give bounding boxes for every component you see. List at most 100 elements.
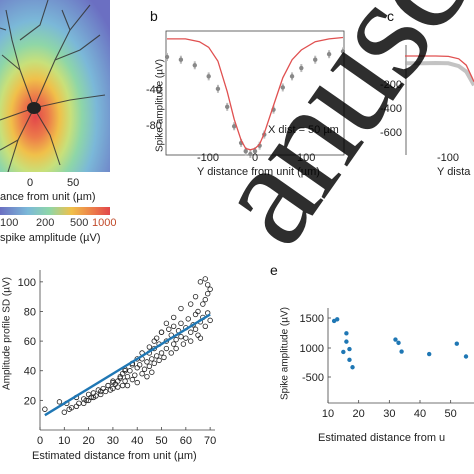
- panel-e-xtick-label: 30: [383, 408, 395, 420]
- panel-c-letter: c: [387, 8, 394, 24]
- panel-d-data-point: [149, 369, 155, 375]
- panel-d-data-point: [81, 400, 87, 407]
- panel-c-data-line: [405, 60, 474, 87]
- panel-e-data-point: [347, 346, 352, 352]
- panel-d-ytick-label: 100: [18, 277, 36, 289]
- colorbar-tick: 1000: [92, 217, 117, 229]
- panel-a-colorbar: [0, 207, 110, 215]
- panel-b-data-point: [252, 149, 258, 154]
- panel-b-chart: [165, 30, 345, 158]
- panel-d-data-point: [178, 333, 184, 340]
- neuron-dendrites: [0, 0, 106, 172]
- panel-d-data-point: [153, 353, 160, 359]
- panel-c-chart: [405, 45, 474, 155]
- panel-d-chart: 20 40 60 80 100 0 10 20 30 40 50 60 70: [18, 270, 216, 447]
- panel-e-xtick-label: 10: [322, 408, 334, 420]
- panel-d-data-point: [73, 403, 80, 409]
- panel-d-xtick-label: 30: [107, 435, 119, 447]
- panel-d-data-point: [202, 296, 208, 303]
- panel-e-ytick-label: 1500: [300, 313, 324, 325]
- panel-e-xtick-label: 20: [353, 408, 365, 420]
- panel-d-data-point: [187, 301, 194, 307]
- panel-d-data-point: [129, 376, 136, 383]
- colorbar-label: spike amplitude (µV): [0, 232, 101, 244]
- panel-d-xtick-label: 40: [131, 435, 143, 447]
- panel-c-xtick: -100: [437, 152, 460, 164]
- panel-d-data-point: [180, 341, 187, 347]
- panel-d-data-point: [187, 338, 194, 344]
- panel-d-data-point: [183, 335, 189, 341]
- panel-d-data-point: [178, 305, 184, 312]
- panel-d-data-point: [85, 391, 92, 398]
- panel-d-data-point: [105, 382, 111, 389]
- panel-d-data-point: [98, 391, 104, 398]
- panel-d-data-point: [122, 378, 128, 384]
- panel-d-data-point: [117, 375, 123, 381]
- panel-b-ylabel: Spike amplitude (µV): [154, 58, 166, 153]
- panel-e-ytick-label: -500: [302, 372, 324, 384]
- panel-d-data-point: [158, 329, 165, 335]
- panel-c-ytick: -400: [380, 103, 403, 115]
- panel-b-data-point: [248, 151, 253, 157]
- panel-a-xlabel: ance from unit (µm): [0, 191, 96, 203]
- panel-d-data-point: [197, 279, 204, 285]
- panel-b-xtick: -100: [197, 152, 220, 164]
- panel-b-xtick: 100: [297, 152, 316, 164]
- panel-b-xtick: 0: [252, 152, 259, 164]
- panel-d-data-point: [134, 365, 140, 371]
- panel-e-data-point: [347, 357, 352, 363]
- panel-d-data-point: [146, 344, 153, 350]
- panel-c-xlabel: Y dista: [437, 166, 471, 178]
- panel-d-data-point: [151, 360, 157, 367]
- panel-d-data-point: [90, 394, 97, 401]
- panel-b-data-point: [178, 57, 184, 62]
- panel-d-data-point: [134, 379, 140, 386]
- panel-d-data-point: [119, 371, 126, 377]
- panel-e-data-point: [399, 349, 404, 354]
- panel-d-data-point: [205, 291, 211, 297]
- panel-d-data-point: [56, 399, 63, 405]
- panel-d-data-point: [153, 335, 160, 341]
- panel-b-xlabel: Y distance from unit (µm): [197, 166, 320, 178]
- panel-e-data-point: [396, 340, 401, 346]
- panel-d-data-point: [110, 385, 116, 392]
- panel-d-data-point: [127, 368, 133, 374]
- panel-d-data-point: [170, 314, 177, 321]
- panel-e-chart: 1500 1000 -500 10 20 30 40 50: [300, 308, 474, 420]
- panel-d-data-point: [205, 282, 211, 288]
- panel-b-data-point: [299, 65, 304, 71]
- panel-d-ytick-label: 20: [24, 395, 36, 407]
- panel-d-xtick-label: 10: [58, 435, 70, 447]
- panel-d-data-point: [192, 326, 199, 332]
- panel-d-data-point: [163, 320, 170, 327]
- panel-d-data-point: [178, 320, 184, 327]
- panel-d-ytick-label: 60: [24, 336, 36, 348]
- panel-d-data-point: [42, 406, 48, 412]
- panel-d-data-point: [200, 301, 206, 307]
- panel-d-data-point: [139, 371, 145, 377]
- panel-e-data-point: [463, 354, 469, 359]
- panel-d-xtick-label: 20: [82, 435, 94, 447]
- panel-d-data-point: [119, 382, 126, 389]
- panel-b-frame: [165, 30, 345, 156]
- panel-b-data-point: [206, 74, 211, 79]
- panel-d-data-point: [187, 329, 194, 335]
- panel-b-data-point: [280, 85, 285, 90]
- panel-d-data-point: [156, 357, 162, 364]
- panel-d-data-point: [61, 409, 68, 415]
- panel-c-ytick: -200: [380, 79, 403, 91]
- panel-b-data-point: [215, 86, 221, 92]
- panel-e-ylabel: Spike amplitude (µV): [279, 306, 291, 401]
- panel-d-ytick-label: 40: [24, 366, 36, 378]
- panel-b-model-line: [167, 36, 344, 151]
- panel-d-data-point: [115, 384, 121, 390]
- panel-d-data-point: [136, 362, 143, 368]
- panel-b-data-point: [165, 54, 170, 60]
- panel-e-data-point: [393, 337, 398, 342]
- panel-e-data-point: [344, 331, 349, 336]
- neuron-soma: [27, 102, 41, 114]
- panel-d-data-point: [158, 350, 165, 356]
- panel-d-data-point: [149, 356, 155, 362]
- panel-d-data-point: [76, 400, 82, 407]
- panel-d-data-point: [151, 338, 157, 344]
